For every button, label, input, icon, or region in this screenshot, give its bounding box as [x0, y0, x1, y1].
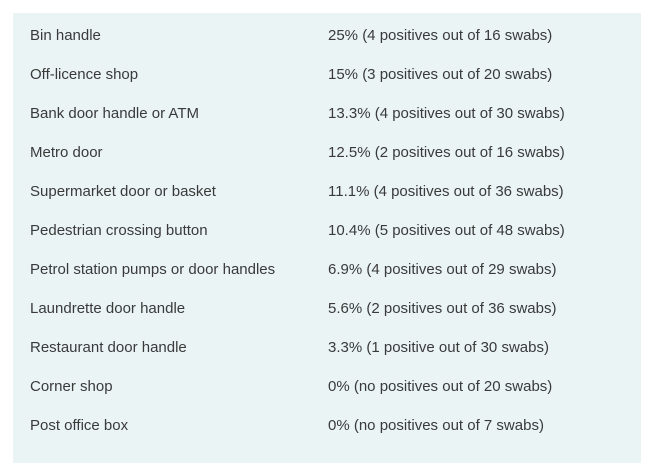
table-row: Supermarket door or basket 11.1% (4 posi… — [13, 169, 641, 208]
result-cell: 12.5% (2 positives out of 16 swabs) — [328, 144, 565, 161]
location-cell: Off-licence shop — [30, 66, 139, 83]
location-cell: Corner shop — [30, 378, 113, 395]
result-cell: 3.3% (1 positive out of 30 swabs) — [328, 339, 549, 356]
result-cell: 13.3% (4 positives out of 30 swabs) — [328, 105, 565, 122]
result-cell: 5.6% (2 positives out of 36 swabs) — [328, 300, 557, 317]
result-cell: 15% (3 positives out of 20 swabs) — [328, 66, 553, 83]
results-table: Bin handle 25% (4 positives out of 16 sw… — [13, 13, 641, 463]
location-cell: Bin handle — [30, 27, 101, 44]
location-cell: Metro door — [30, 144, 103, 161]
result-cell: 25% (4 positives out of 16 swabs) — [328, 27, 553, 44]
table-row: Bin handle 25% (4 positives out of 16 sw… — [13, 13, 641, 52]
table-row: Pedestrian crossing button 10.4% (5 posi… — [13, 208, 641, 247]
table-row: Laundrette door handle 5.6% (2 positives… — [13, 286, 641, 325]
location-cell: Pedestrian crossing button — [30, 222, 208, 239]
location-cell: Petrol station pumps or door handles — [30, 261, 276, 278]
location-cell: Restaurant door handle — [30, 339, 187, 356]
location-cell: Bank door handle or ATM — [30, 105, 199, 122]
location-cell: Supermarket door or basket — [30, 183, 216, 200]
result-cell: 10.4% (5 positives out of 48 swabs) — [328, 222, 565, 239]
result-cell: 6.9% (4 positives out of 29 swabs) — [328, 261, 557, 278]
location-cell: Laundrette door handle — [30, 300, 186, 317]
table-row: Post office box 0% (no positives out of … — [13, 403, 641, 442]
result-cell: 11.1% (4 positives out of 36 swabs) — [328, 183, 564, 200]
table-row: Petrol station pumps or door handles 6.9… — [13, 247, 641, 286]
location-cell: Post office box — [30, 417, 129, 434]
table-row: Corner shop 0% (no positives out of 20 s… — [13, 364, 641, 403]
result-cell: 0% (no positives out of 7 swabs) — [328, 417, 544, 434]
table-row: Off-licence shop 15% (3 positives out of… — [13, 52, 641, 91]
table-row: Metro door 12.5% (2 positives out of 16 … — [13, 130, 641, 169]
result-cell: 0% (no positives out of 20 swabs) — [328, 378, 553, 395]
table-row: Restaurant door handle 3.3% (1 positive … — [13, 325, 641, 364]
table-row: Bank door handle or ATM 13.3% (4 positiv… — [13, 91, 641, 130]
